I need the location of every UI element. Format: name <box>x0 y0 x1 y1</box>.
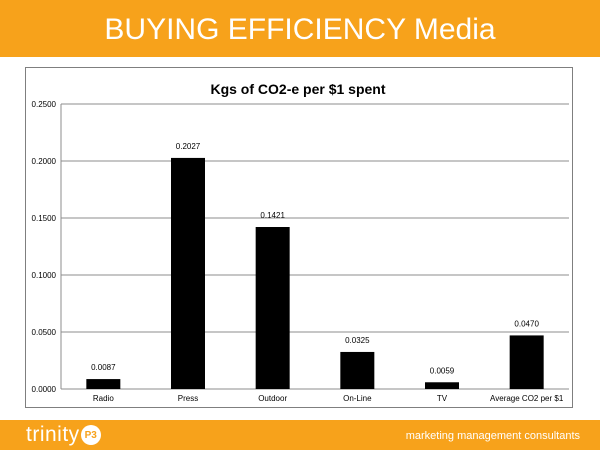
data-label: 0.0087 <box>91 363 116 372</box>
bars <box>86 157 544 389</box>
y-axis-tick-labels: 0.0000 0.0500 0.1000 0.1500 0.2000 0.2500 <box>32 100 57 394</box>
chart-frame: Kgs of CO2-e per $1 spent 0.0000 0.0500 0.… <box>25 67 573 408</box>
data-labels: 0.0087 0.2027 0.1421 0.0325 0.0059 0.0470 <box>91 142 539 375</box>
gridlines <box>60 103 569 390</box>
y-tick-label: 0.0500 <box>32 328 57 337</box>
chart-title: Kgs of CO2-e per $1 spent <box>210 81 385 97</box>
bar-chart: Kgs of CO2-e per $1 spent 0.00000.05000.… <box>32 81 569 403</box>
trinity-logo: trinity P3 <box>26 422 101 448</box>
bar <box>86 379 121 389</box>
x-tick-label: On-Line <box>343 394 372 403</box>
y-tick-label: 0.1500 <box>32 214 57 223</box>
y-tick-label: 0.1000 <box>32 271 57 280</box>
bar <box>255 227 290 389</box>
x-tick-label: Press <box>178 394 198 403</box>
data-label: 0.1421 <box>260 211 285 220</box>
x-tick-label: TV <box>437 394 448 403</box>
data-label: 0.0059 <box>430 366 455 375</box>
bar <box>509 335 544 389</box>
x-axis-tick-labels: Radio Press Outdoor On-Line TV Average CO2 pe… <box>93 394 564 403</box>
data-label: 0.0470 <box>514 319 539 328</box>
y-tick-label: 0.2500 <box>32 100 57 109</box>
slide-title: BUYING EFFICIENCY Media <box>104 13 496 46</box>
slide-header-bar: BUYING EFFICIENCY Media <box>0 0 600 57</box>
logo-badge: P3 <box>80 425 101 445</box>
x-tick-label: Radio <box>93 394 114 403</box>
y-tick-label: 0.2000 <box>32 157 57 166</box>
logo-text: trinity <box>26 423 80 446</box>
footer-tagline: marketing management consultants <box>405 430 580 442</box>
bar <box>171 157 205 389</box>
x-tick-label: Average CO2 per $1 <box>490 394 564 403</box>
bar <box>425 382 459 389</box>
x-tick-label: Outdoor <box>258 394 287 403</box>
bar <box>340 351 375 389</box>
y-tick-label: 0.0000 <box>32 385 57 394</box>
data-label: 0.0325 <box>345 336 370 345</box>
data-label: 0.2027 <box>176 142 201 151</box>
